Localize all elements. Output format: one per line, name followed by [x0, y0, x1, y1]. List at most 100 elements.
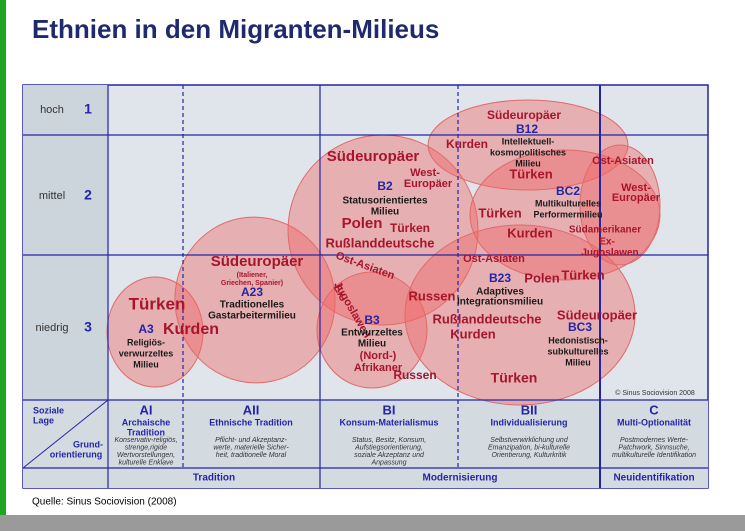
milieu-label: Jugoslawen: [581, 248, 638, 259]
column-code: C: [649, 402, 659, 417]
milieu-label: Türken: [509, 166, 552, 181]
milieu-label: Statusorientiertes: [342, 196, 427, 207]
column-name: Konsum-Materialismus: [339, 417, 438, 427]
milieu-area: [174, 216, 336, 384]
milieu-label: Rußlanddeutsche: [325, 235, 434, 250]
column-description: Emanzipation, bi-kulturelle: [488, 444, 570, 451]
milieu-label: Milieu: [515, 158, 541, 168]
milieu-label: Ex-: [599, 237, 615, 248]
corner-diagonal: [22, 399, 109, 469]
milieu-label: Polen: [342, 215, 383, 232]
milieu-label: Südeuropäer: [487, 108, 561, 122]
milieu-label: Kurden: [163, 321, 219, 338]
milieu-label: Südeuropäer: [211, 253, 304, 270]
milieu-area: [106, 276, 204, 388]
column-description: Aufstiegsorientierung,: [354, 444, 423, 451]
column-description: heit, traditionelle Moral: [216, 452, 287, 459]
milieu-label: Ost-Asiaten: [592, 155, 654, 167]
milieu-label: BC2: [556, 184, 580, 198]
column-code: AII: [243, 402, 260, 417]
row-number: 3: [84, 319, 92, 335]
row-label: niedrig: [35, 322, 68, 334]
milieu-label: Hedonistisch-: [548, 335, 608, 345]
column-description: Anpassung: [370, 459, 406, 466]
milieu-label: Ost-Asiaten: [463, 253, 525, 265]
milieu-label: Russen: [393, 368, 436, 382]
milieu-label: kosmopolitisches: [490, 147, 566, 157]
milieu-label: Kurden: [450, 326, 496, 341]
milieu-label: Traditionelles: [220, 300, 285, 311]
milieu-label: Südeuropäer: [557, 307, 637, 322]
row-label: hoch: [40, 104, 64, 116]
column-name: Tradition: [127, 427, 165, 437]
milieu-label: Afrikaner: [354, 362, 403, 374]
milieu-label: Milieu: [371, 207, 399, 218]
milieu-label: Russen: [409, 288, 456, 303]
column-name: Multi-Optionalität: [617, 417, 691, 427]
milieu-label: Europäer: [404, 178, 453, 190]
column-description: Patchwork, Sinnsuche,: [618, 444, 689, 451]
milieu-label: A3: [138, 322, 154, 336]
milieu-label: Adaptives: [476, 287, 524, 298]
milieu-label: Griechen, Spanier): [221, 280, 283, 287]
milieu-label: Intellektuell-: [502, 136, 555, 146]
milieu-area: [316, 271, 428, 389]
milieu-label: Entwurzeltes: [341, 328, 403, 339]
copyright: © Sinus Sociovision 2008: [615, 389, 695, 397]
column-description: Orientierung, Kulturkritik: [491, 452, 567, 459]
column-description: Konservativ-religiös,: [114, 437, 177, 444]
column-description: soziale Akzeptanz und: [354, 452, 425, 459]
milieu-label: West-: [621, 182, 651, 194]
milieu-label: Türken: [478, 205, 521, 220]
milieu-label: B23: [489, 271, 511, 285]
bottom-strip: [0, 515, 745, 531]
milieu-label: Milieu: [358, 339, 386, 350]
corner-label: Lage: [33, 415, 54, 425]
milieu-label: verwurzeltes: [119, 348, 174, 358]
title: Ethnien in den Migranten-Milieus: [32, 14, 439, 44]
milieu-label: Südamerikaner: [569, 225, 641, 236]
column-description: Pflicht- und Akzeptanz-: [215, 437, 287, 444]
milieu-label: B2: [377, 179, 393, 193]
column-name: Individualisierung: [490, 417, 567, 427]
green-bar: [0, 0, 6, 531]
column-header-bg: [23, 400, 708, 488]
milieu-label: Türken: [561, 267, 604, 282]
row-header-bg: [23, 85, 108, 400]
column-description: kulturelle Enklave: [119, 459, 174, 466]
corner-label: orientierung: [50, 449, 103, 459]
column-description: Postmodernes Werte-: [620, 437, 689, 444]
milieu-label: Integrationsmilieu: [457, 297, 543, 308]
column-description: Selbstverwirklichung und: [490, 437, 569, 444]
milieu-label: BC3: [568, 320, 592, 334]
corner-label: Grund-: [73, 439, 103, 449]
milieu-label: Türken: [129, 294, 186, 313]
column-description: Status, Besitz, Konsum,: [352, 437, 426, 444]
milieu-label: Gastarbeitermilieu: [208, 311, 296, 322]
column-description: multikulturelle Identifikation: [612, 452, 696, 459]
row-number: 2: [84, 187, 92, 203]
column-code: BII: [521, 402, 538, 417]
source: Quelle: Sinus Sociovision (2008): [32, 497, 177, 508]
milieu-label: Rußlanddeutsche: [432, 311, 541, 326]
milieu-label: Multikulturelles: [535, 198, 601, 208]
row-label: mittel: [39, 190, 65, 202]
column-description: Wertvorstellungen,: [117, 452, 175, 459]
milieu-label: Türken: [491, 370, 538, 386]
milieu-label: Milieu: [133, 359, 159, 369]
group-label: Neuidentifikation: [613, 473, 694, 484]
milieu-label: Kurden: [446, 137, 488, 151]
milieu-label: (Italiener,: [237, 272, 268, 279]
column-description: strenge,rigide: [125, 444, 168, 451]
column-code: AI: [140, 402, 153, 417]
milieu-area: [427, 99, 629, 191]
milieu-area: [469, 149, 661, 281]
column-name: Archaische: [122, 417, 171, 427]
milieu-label: West-: [410, 167, 440, 179]
milieu-label: A23: [241, 285, 263, 299]
milieu-label: subkulturelles: [547, 346, 608, 356]
group-label: Modernisierung: [422, 473, 497, 484]
milieu-label: Türken: [390, 221, 430, 235]
milieu-label: Performermilieu: [533, 209, 602, 219]
